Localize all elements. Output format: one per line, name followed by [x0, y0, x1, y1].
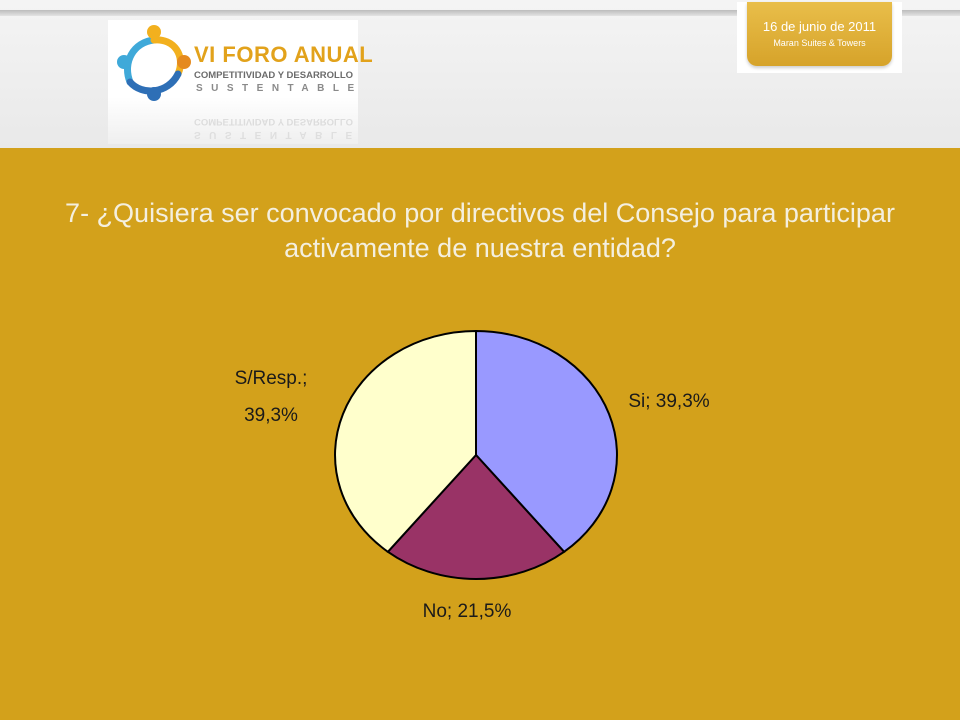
badge-tab: 16 de junio de 2011 Maran Suites & Tower… [747, 2, 892, 66]
pie-slice-s-resp [334, 329, 477, 554]
logo-title: VI FORO ANUAL [194, 42, 374, 67]
logo-subtitle-2: SUSTENTABLE [196, 83, 363, 94]
header-banner: VI FORO ANUAL COMPETITIVIDAD Y DESARROLL… [0, 0, 960, 148]
pie-label-sresp-value: 39,3% [244, 405, 298, 426]
pie-label-si: Si; 39,3% [628, 391, 709, 412]
header-top-line [0, 10, 960, 16]
logo-subtitle: COMPETITIVIDAD Y DESARROLLO [194, 70, 354, 81]
pie-label-no: No; 21,5% [423, 601, 512, 622]
pie-slice-no [386, 453, 566, 580]
chart-title: 7- ¿Quisiera ser convocado por directivo… [65, 198, 895, 263]
forum-emblem-icon [117, 25, 191, 101]
event-date-badge: 16 de junio de 2011 Maran Suites & Tower… [737, 2, 902, 73]
badge-date: 16 de junio de 2011 [762, 19, 877, 34]
pie-label-sresp-name: S/Resp.; [235, 368, 308, 389]
badge-venue: Maran Suites & Towers [773, 38, 866, 48]
forum-logo: VI FORO ANUAL COMPETITIVIDAD Y DESARROLL… [108, 20, 373, 144]
pie-slice-si [475, 329, 618, 554]
